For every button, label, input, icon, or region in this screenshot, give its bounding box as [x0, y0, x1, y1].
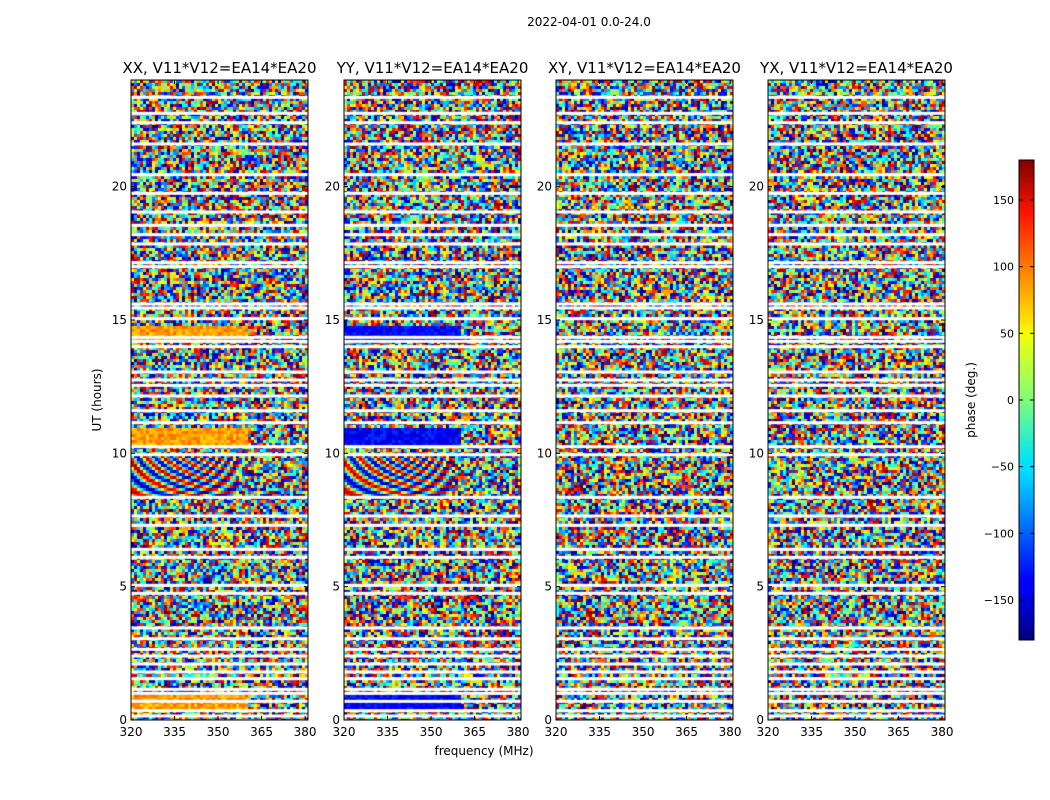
y-tick-label: 15: [749, 313, 764, 327]
y-tick-label: 15: [112, 313, 127, 327]
y-tick-label: 10: [537, 446, 552, 460]
x-tick-label: 350: [420, 725, 443, 739]
y-tick-label: 15: [537, 313, 552, 327]
phase-heatmap-canvas: [556, 80, 733, 720]
panel-xx: XX, V11*V12=EA14*EA20 320 335 350 365 380 0 5 10…: [112, 59, 317, 739]
y-tick-label: 0: [119, 713, 127, 727]
axes-frame: [767, 79, 946, 721]
phase-heatmap: [768, 80, 945, 720]
y-tick-label: 20: [537, 180, 552, 194]
panel-title: XY, V11*V12=EA14*EA20: [548, 59, 741, 77]
phase-heatmap-canvas: [768, 80, 945, 720]
phase-heatmap-canvas: [344, 80, 521, 720]
x-tick-label: 365: [887, 725, 910, 739]
x-tick-label: 380: [931, 725, 954, 739]
figure-suptitle: 2022-04-01 0.0-24.0: [527, 15, 651, 29]
x-tick-label: 380: [294, 725, 317, 739]
axes-frame: [130, 79, 309, 721]
x-tick-label: 380: [507, 725, 530, 739]
y-tick-label: 5: [119, 580, 127, 594]
y-tick-label: 5: [332, 580, 340, 594]
panel-yx: YX, V11*V12=EA14*EA20 320 335 350 365 380 0 5 10…: [749, 59, 954, 739]
axes-frame: [555, 79, 734, 721]
panel-title: YY, V11*V12=EA14*EA20: [336, 59, 529, 77]
axes-frame: [343, 79, 522, 721]
colorbar-tick-label: −150: [984, 594, 1014, 607]
colorbar-ticks: −150 −100 −50 0 50 100 150: [984, 194, 1034, 607]
panel-title: YX, V11*V12=EA14*EA20: [759, 59, 953, 77]
colorbar-tick-label: 150: [993, 194, 1014, 207]
panel-yy: YY, V11*V12=EA14*EA20 320 335 350 365 380 0 5 10…: [325, 59, 530, 739]
y-tick-label: 20: [112, 180, 127, 194]
panel-xy: XY, V11*V12=EA14*EA20 320 335 350 365 380 0 5 10…: [537, 59, 742, 739]
phase-heatmap-canvas: [131, 80, 308, 720]
x-tick-label: 350: [844, 725, 867, 739]
colorbar: −150 −100 −50 0 50 100 150 phase (deg.): [964, 159, 1035, 641]
x-tick-label: 320: [333, 725, 356, 739]
y-tick-label: 0: [756, 713, 764, 727]
y-tick-label: 10: [112, 446, 127, 460]
x-tick-label: 380: [719, 725, 742, 739]
x-tick-label: 365: [250, 725, 273, 739]
y-tick-label: 5: [756, 580, 764, 594]
x-tick-label: 350: [207, 725, 230, 739]
y-tick-label: 5: [544, 580, 552, 594]
x-tick-label: 320: [757, 725, 780, 739]
x-tick-label: 365: [675, 725, 698, 739]
colorbar-tick-label: −100: [984, 527, 1014, 540]
phase-heatmap: [344, 80, 521, 720]
y-tick-label: 0: [332, 713, 340, 727]
colorbar-tick-label: 0: [1007, 394, 1014, 407]
y-tick-label: 20: [749, 180, 764, 194]
x-tick-label: 335: [800, 725, 823, 739]
x-axis-label: frequency (MHz): [434, 744, 533, 758]
x-tick-label: 320: [120, 725, 143, 739]
y-tick-label: 10: [749, 446, 764, 460]
colorbar-tick-label: 100: [993, 261, 1014, 274]
panels: XX, V11*V12=EA14*EA20 320 335 350 365 380 0 5 10…: [112, 59, 954, 739]
colorbar-label: phase (deg.): [964, 362, 978, 438]
y-tick-label: 10: [325, 446, 340, 460]
x-tick-label: 335: [376, 725, 399, 739]
x-tick-label: 365: [463, 725, 486, 739]
y-axis-label: UT (hours): [90, 368, 104, 431]
x-tick-label: 335: [588, 725, 611, 739]
phase-heatmap: [556, 80, 733, 720]
colorbar-tick-label: 50: [1000, 327, 1014, 340]
phase-heatmap: [131, 80, 308, 720]
y-tick-label: 0: [544, 713, 552, 727]
y-tick-label: 20: [325, 180, 340, 194]
y-tick-label: 15: [325, 313, 340, 327]
colorbar-tick-label: −50: [991, 461, 1014, 474]
x-tick-label: 335: [163, 725, 186, 739]
x-tick-label: 350: [632, 725, 655, 739]
x-tick-label: 320: [545, 725, 568, 739]
panel-title: XX, V11*V12=EA14*EA20: [122, 59, 316, 77]
